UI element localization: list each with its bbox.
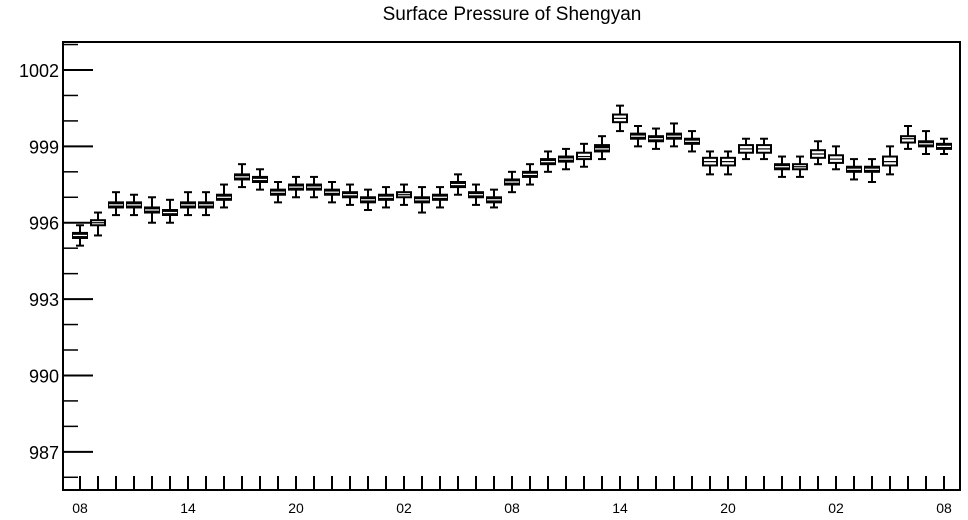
- box-item: [540, 150, 556, 173]
- box-item: [684, 130, 700, 153]
- box-item: [414, 186, 430, 214]
- x-tick-label: 14: [180, 500, 196, 516]
- box-series: [72, 104, 952, 247]
- box-item: [612, 104, 628, 133]
- y-axis: 987 990 993 996 999 1002: [19, 43, 93, 479]
- x-tick-label: 02: [396, 500, 412, 516]
- box-item: [486, 188, 502, 209]
- box-item: [702, 150, 718, 176]
- box-item: [252, 168, 268, 191]
- box-item: [864, 158, 880, 183]
- x-tick-label: 20: [720, 500, 736, 516]
- y-tick-label: 993: [29, 290, 59, 310]
- x-axis: 08 14 20 02 08 14 20 02 08: [72, 476, 952, 516]
- box-item: [810, 140, 826, 166]
- y-tick-label: 999: [29, 137, 59, 157]
- box-item: [90, 211, 106, 237]
- box-item: [450, 173, 466, 196]
- x-tick-label: 20: [288, 500, 304, 516]
- box-item: [738, 137, 754, 161]
- plot-frame: [62, 41, 961, 491]
- y-tick-label: 987: [29, 443, 59, 463]
- box-item: [828, 145, 844, 171]
- box-body: [900, 135, 916, 144]
- box-item: [144, 196, 160, 224]
- box-item: [162, 198, 178, 224]
- box-body: [576, 151, 592, 161]
- box-item: [468, 183, 484, 206]
- box-item: [432, 186, 448, 209]
- y-tick-label: 1002: [19, 61, 59, 81]
- box-body: [882, 155, 898, 167]
- x-tick-label: 08: [936, 500, 952, 516]
- box-item: [666, 122, 682, 148]
- box-item: [198, 191, 214, 217]
- box-item: [720, 150, 736, 176]
- box-body: [594, 144, 610, 153]
- box-item: [180, 191, 196, 217]
- box-item: [648, 127, 664, 150]
- box-item: [774, 155, 790, 178]
- x-tick-label: 02: [828, 500, 844, 516]
- box-item: [360, 188, 376, 211]
- box-item: [504, 170, 520, 194]
- box-item: [522, 163, 538, 186]
- box-item: [306, 175, 322, 199]
- box-item: [234, 163, 250, 189]
- box-item: [72, 224, 88, 247]
- chart-title: Surface Pressure of Shengyan: [382, 4, 642, 25]
- box-item: [396, 183, 412, 206]
- box-item: [936, 137, 952, 155]
- x-tick-label: 14: [612, 500, 628, 516]
- box-item: [558, 147, 574, 171]
- x-tick-label: 08: [504, 500, 520, 516]
- x-tick-label: 08: [72, 500, 88, 516]
- box-item: [342, 183, 358, 206]
- box-item: [126, 193, 142, 217]
- box-item: [846, 158, 862, 181]
- box-item: [324, 181, 340, 204]
- box-item: [270, 181, 286, 204]
- box-item: [108, 191, 124, 217]
- box-item: [288, 175, 304, 199]
- box-item: [918, 130, 934, 155]
- box-item: [756, 137, 772, 161]
- box-item: [882, 145, 898, 176]
- box-item: [792, 155, 808, 178]
- box-item: [900, 125, 916, 150]
- y-tick-label: 990: [29, 366, 59, 386]
- box-item: [594, 135, 610, 161]
- box-item: [378, 186, 394, 209]
- box-item: [216, 183, 232, 209]
- box-item: [630, 125, 646, 148]
- box-item: [576, 142, 592, 168]
- y-tick-label: 996: [29, 214, 59, 234]
